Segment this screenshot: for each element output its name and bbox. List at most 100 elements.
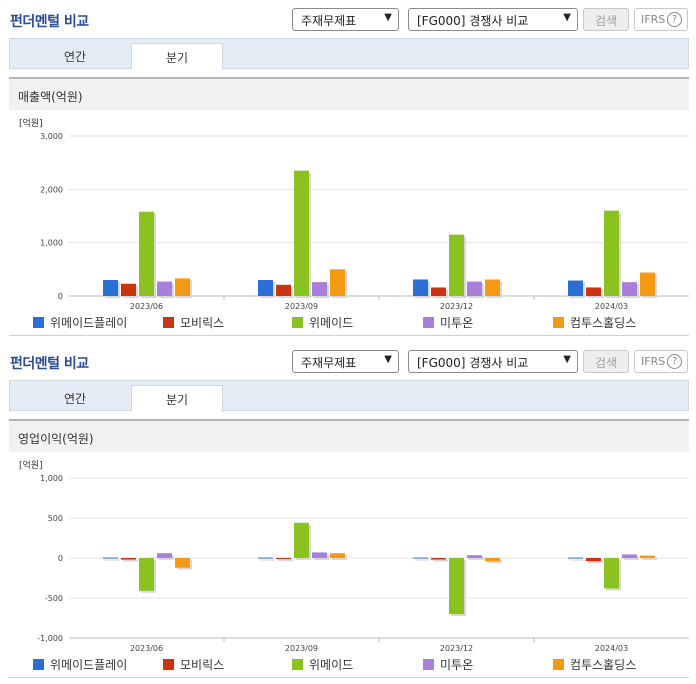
bar-shadow bbox=[260, 560, 275, 561]
legend-label: 미투온 bbox=[440, 658, 473, 672]
report-type-select[interactable]: 주재무제표 ▼ bbox=[292, 350, 399, 373]
bar[interactable] bbox=[294, 523, 309, 558]
y-tick-label: 0 bbox=[58, 292, 63, 301]
bar[interactable] bbox=[276, 558, 291, 559]
tab-annual[interactable]: 연간 bbox=[29, 43, 121, 70]
operating-profit-chart-svg: [억원] -1,000 -500 0 500 1,000 2023/06 2023/09 202… bbox=[9, 452, 689, 652]
compare-select[interactable]: [FG000] 경쟁사 비교 ▼ bbox=[408, 8, 578, 31]
ifrs-label: IFRS bbox=[641, 355, 665, 368]
bar[interactable] bbox=[449, 558, 464, 614]
legend-item[interactable]: 위메이드플레이 bbox=[33, 314, 127, 331]
bar[interactable] bbox=[413, 558, 428, 559]
legend-item[interactable]: 컴투스홀딩스 bbox=[553, 656, 636, 673]
bar-shadow bbox=[433, 560, 448, 562]
legend-item[interactable]: 모비릭스 bbox=[163, 314, 224, 331]
tab-quarterly[interactable]: 분기 bbox=[131, 43, 223, 70]
legend-swatch bbox=[292, 317, 303, 328]
legend-item[interactable]: 미투온 bbox=[423, 656, 473, 673]
bar[interactable] bbox=[157, 553, 172, 558]
bar[interactable] bbox=[467, 555, 482, 558]
legend-item[interactable]: 모비릭스 bbox=[163, 656, 224, 673]
legend-item[interactable]: 위메이드 bbox=[292, 656, 353, 673]
tab-annual[interactable]: 연간 bbox=[29, 385, 121, 412]
bar[interactable] bbox=[568, 558, 583, 559]
bar[interactable] bbox=[103, 558, 118, 559]
section-header: 펀더멘털 비교 주재무제표 ▼ [FG000] 경쟁사 비교 ▼ 검색 IFRS… bbox=[0, 0, 696, 36]
bar[interactable] bbox=[586, 558, 601, 561]
bar[interactable] bbox=[467, 282, 482, 296]
help-icon[interactable]: ? bbox=[667, 12, 682, 27]
y-tick-label: 3,000 bbox=[40, 132, 63, 141]
chart-legend: 위메이드플레이 모비릭스 위메이드 미투온 컴투스홀딩스 bbox=[9, 654, 689, 674]
bar[interactable] bbox=[258, 280, 273, 296]
search-button[interactable]: 검색 bbox=[583, 8, 629, 31]
bar[interactable] bbox=[103, 280, 118, 296]
section-header: 펀더멘털 비교 주재무제표 ▼ [FG000] 경쟁사 비교 ▼ 검색 IFRS… bbox=[0, 342, 696, 378]
bar[interactable] bbox=[485, 279, 500, 296]
bar[interactable] bbox=[431, 558, 446, 560]
report-type-value: 주재무제표 bbox=[301, 356, 356, 370]
bar[interactable] bbox=[568, 281, 583, 296]
bar[interactable] bbox=[330, 269, 345, 296]
legend-label: 모비릭스 bbox=[180, 658, 224, 672]
unit-label: [억원] bbox=[19, 117, 43, 129]
bar[interactable] bbox=[157, 282, 172, 296]
tab-quarterly[interactable]: 분기 bbox=[131, 385, 223, 412]
x-tick-label: 2024/03 bbox=[595, 644, 628, 652]
bar[interactable] bbox=[175, 278, 190, 296]
bar[interactable] bbox=[640, 273, 655, 296]
unit-label: [억원] bbox=[19, 459, 43, 471]
search-button[interactable]: 검색 bbox=[583, 350, 629, 373]
chart-title-bar: 영업이익(억원) bbox=[9, 419, 689, 452]
bar[interactable] bbox=[139, 212, 154, 296]
legend-item[interactable]: 위메이드플레이 bbox=[33, 656, 127, 673]
bar[interactable] bbox=[312, 282, 327, 296]
legend-label: 컴투스홀딩스 bbox=[570, 658, 636, 672]
bar[interactable] bbox=[276, 285, 291, 296]
bar[interactable] bbox=[175, 558, 190, 568]
bar[interactable] bbox=[330, 553, 345, 558]
chart-title: 매출액(억원) bbox=[18, 88, 83, 105]
chevron-down-icon: ▼ bbox=[384, 12, 392, 23]
bar[interactable] bbox=[413, 279, 428, 296]
x-tick-label: 2023/09 bbox=[285, 644, 318, 652]
ifrs-button[interactable]: IFRS ? bbox=[634, 350, 688, 373]
bar[interactable] bbox=[312, 552, 327, 558]
period-tabs: 연간 분기 bbox=[9, 380, 689, 411]
chevron-down-icon: ▼ bbox=[384, 354, 392, 365]
legend-item[interactable]: 미투온 bbox=[423, 314, 473, 331]
bar[interactable] bbox=[449, 235, 464, 296]
x-tick-label: 2024/03 bbox=[595, 302, 628, 310]
ifrs-button[interactable]: IFRS ? bbox=[634, 8, 688, 31]
bar[interactable] bbox=[121, 558, 136, 560]
bar[interactable] bbox=[604, 558, 619, 588]
legend-swatch bbox=[33, 659, 44, 670]
bar[interactable] bbox=[258, 558, 273, 559]
bar[interactable] bbox=[622, 554, 637, 558]
legend-item[interactable]: 컴투스홀딩스 bbox=[553, 314, 636, 331]
bar[interactable] bbox=[640, 556, 655, 558]
help-icon[interactable]: ? bbox=[667, 354, 682, 369]
compare-value: [FG000] 경쟁사 비교 bbox=[417, 356, 528, 370]
bar[interactable] bbox=[604, 211, 619, 296]
bar[interactable] bbox=[586, 287, 601, 296]
compare-select[interactable]: [FG000] 경쟁사 비교 ▼ bbox=[408, 350, 578, 373]
bar[interactable] bbox=[485, 558, 500, 561]
report-type-select[interactable]: 주재무제표 ▼ bbox=[292, 8, 399, 31]
section-title: 펀더멘털 비교 bbox=[10, 353, 89, 373]
bar[interactable] bbox=[294, 171, 309, 296]
legend-item[interactable]: 위메이드 bbox=[292, 314, 353, 331]
legend-swatch bbox=[553, 659, 564, 670]
bar[interactable] bbox=[139, 558, 154, 591]
y-tick-label: 500 bbox=[48, 514, 63, 523]
y-tick-label: -1,000 bbox=[37, 634, 63, 643]
bar[interactable] bbox=[431, 287, 446, 296]
legend-swatch bbox=[33, 317, 44, 328]
legend-swatch bbox=[292, 659, 303, 670]
bar[interactable] bbox=[622, 282, 637, 296]
legend-label: 미투온 bbox=[440, 316, 473, 330]
ifrs-label: IFRS bbox=[641, 13, 665, 26]
bar-shadow bbox=[570, 560, 585, 561]
revenue-chart-svg: [억원] 0 1,000 2,000 3,000 2023/06 2023/09 2023/1… bbox=[9, 110, 689, 310]
bar[interactable] bbox=[121, 284, 136, 296]
